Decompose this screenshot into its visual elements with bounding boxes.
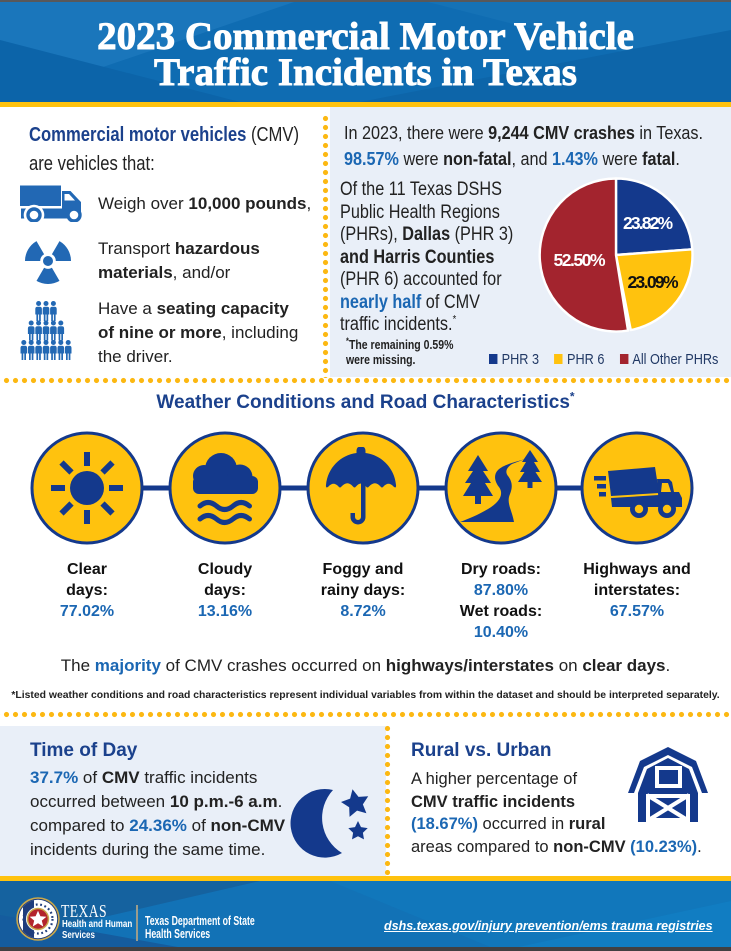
svg-text:23.82%: 23.82% — [623, 213, 673, 233]
svg-text:23.09%: 23.09% — [628, 272, 679, 292]
svg-text:52.50%: 52.50% — [554, 250, 606, 270]
